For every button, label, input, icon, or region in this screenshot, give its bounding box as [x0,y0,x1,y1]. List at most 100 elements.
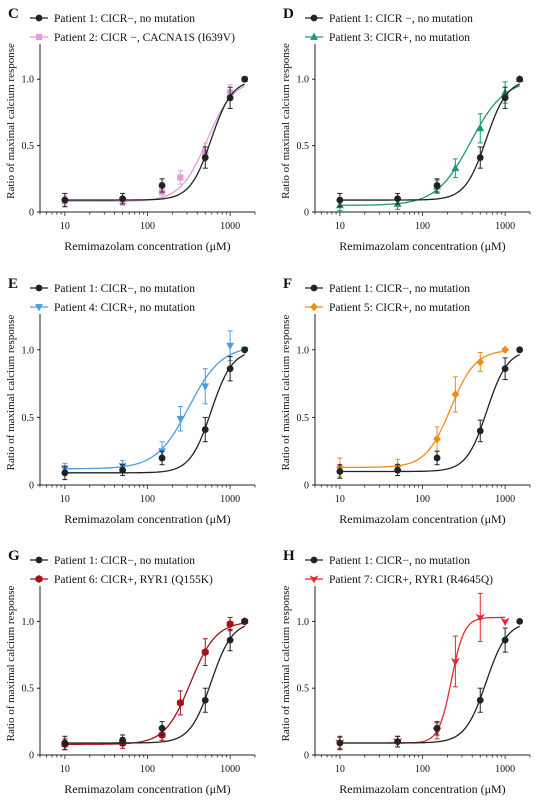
data-point [501,345,509,355]
data-point [336,196,344,204]
y-tick-label: 0.5 [297,141,310,152]
legend-marker [35,574,43,584]
data-point [158,454,166,462]
panel-letter: D [283,6,294,22]
x-tick-label: 100 [415,764,430,775]
x-tick-label: 10 [335,221,345,232]
x-tick-label: 10 [60,764,70,775]
legend-entry: Patient 4: CICR+, no mutation [30,302,195,314]
series-curve [64,83,245,201]
y-axis-label: Ratio of maximal calcium response [280,314,292,470]
legend-entry: Patient 2: CICR −, CACNA1S (I639V) [30,32,235,44]
data-point [201,648,209,657]
y-tick-label: 1.0 [22,75,35,86]
data-point [516,346,524,354]
data-point [336,739,344,747]
data-point [476,357,485,367]
data-point [501,94,509,102]
legend-marker [35,33,43,41]
y-tick-label: 0 [29,481,34,492]
data-point [516,75,524,83]
data-point [241,618,249,625]
data-point [433,182,441,189]
legend-entry: Patient 1: CICR −, no mutation [305,13,473,25]
y-tick-label: 0.5 [22,413,35,424]
data-point [451,390,460,399]
data-point [226,94,234,102]
y-tick-label: 1.0 [22,345,35,356]
data-point [336,468,344,475]
x-tick-label: 100 [140,221,155,232]
data-point [241,75,249,83]
y-axis-label: Ratio of maximal calcium response [5,314,17,470]
data-point [61,739,69,747]
x-axis-label: Remimazolam concentration (μM) [339,239,505,253]
series-1 [61,75,249,208]
legend-entry: Patient 1: CICR−, no mutation [30,13,195,25]
data-point [119,195,127,203]
panel-letter: E [8,276,18,292]
series-curve [64,348,245,470]
legend-entry: Patient 6: CICR+, RYR1 (Q155K) [30,574,213,586]
data-point [119,466,127,474]
legend-label: Patient 6: CICR+, RYR1 (Q155K) [54,574,213,586]
series-1 [61,346,249,481]
x-tick-label: 1000 [495,221,515,232]
data-point [241,346,249,354]
series-curve [339,85,520,206]
panel-f: F 0 0.5 1.0 10 100 1000 Remimazolam concentrati… [280,276,531,526]
y-axis-label: Ratio of maximal calcium response [5,585,17,741]
data-point [501,636,509,644]
legend-marker [35,304,43,312]
panel-letter: H [283,548,295,564]
series-2 [61,76,248,208]
x-tick-label: 100 [415,221,430,232]
panel-letter: G [8,548,20,564]
series-curve [64,622,245,745]
y-tick-label: 1.0 [297,345,310,356]
y-axis-label: Ratio of maximal calcium response [5,43,17,199]
series-2 [335,592,510,749]
data-point [226,636,234,644]
legend-label: Patient 5: CICR+, no mutation [329,302,470,314]
y-tick-label: 0.5 [22,141,35,152]
series-2 [61,616,249,751]
data-point [201,696,209,704]
data-point [226,620,234,629]
data-point [61,196,69,204]
legend-marker [310,302,318,312]
data-point [176,415,185,424]
x-tick-label: 1000 [495,764,515,775]
series-curve [64,625,245,744]
data-point [433,724,441,732]
data-point [119,736,127,744]
y-axis-label: Ratio of maximal calcium response [280,585,292,741]
series-curve [339,354,520,473]
series-1 [336,346,524,479]
data-point [500,617,510,626]
data-point [158,724,166,732]
legend-entry: Patient 5: CICR+, no mutation [305,302,470,314]
series-curve [64,85,245,203]
data-point [450,657,460,666]
legend-label: Patient 1: CICR−, no mutation [54,283,195,295]
data-point [394,466,402,474]
y-tick-label: 0.5 [22,684,35,695]
series-2 [60,330,249,475]
legend-entry: Patient 1: CICR−, no mutation [30,555,195,567]
y-axis-label: Ratio of maximal calcium response [280,43,292,199]
x-tick-label: 1000 [220,764,240,775]
x-axis-label: Remimazolam concentration (μM) [339,512,505,526]
y-tick-label: 1.0 [22,617,35,628]
x-tick-label: 1000 [220,494,240,505]
data-point [433,454,441,462]
series-1 [61,618,249,751]
data-point [476,427,484,435]
x-tick-label: 1000 [220,221,240,232]
x-axis-label: Remimazolam concentration (μM) [64,512,230,526]
series-1 [336,75,524,208]
data-point [226,342,235,351]
x-tick-label: 10 [60,494,70,505]
data-point [61,469,69,477]
